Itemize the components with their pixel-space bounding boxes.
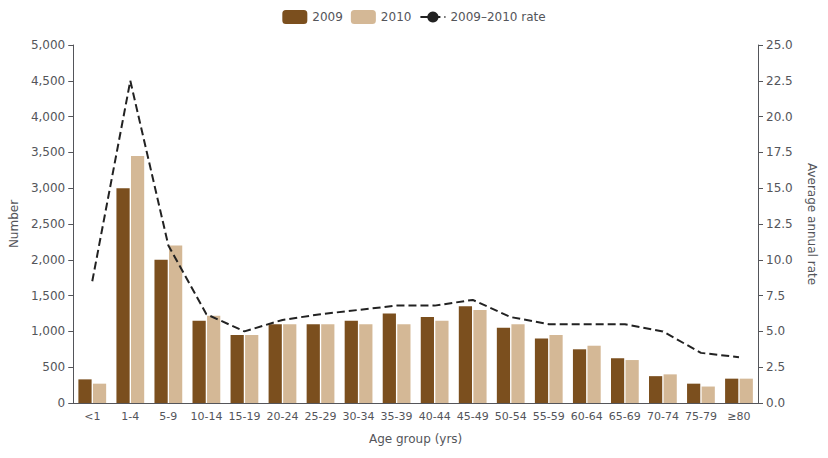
svg-text:Number: Number <box>7 200 21 248</box>
svg-text:2,500: 2,500 <box>31 217 65 231</box>
svg-text:10-14: 10-14 <box>190 410 222 423</box>
svg-text:4,000: 4,000 <box>31 110 65 124</box>
svg-text:55-59: 55-59 <box>533 410 565 423</box>
svg-text:Age group (yrs): Age group (yrs) <box>369 432 462 446</box>
svg-text:65-69: 65-69 <box>609 410 641 423</box>
svg-text:2009–2010 rate: 2009–2010 rate <box>450 10 545 24</box>
svg-text:500: 500 <box>42 360 65 374</box>
svg-text:15.0: 15.0 <box>766 181 793 195</box>
svg-text:3,000: 3,000 <box>31 181 65 195</box>
svg-text:35-39: 35-39 <box>381 410 413 423</box>
svg-text:50-54: 50-54 <box>495 410 527 423</box>
svg-text:12.5: 12.5 <box>766 217 793 231</box>
svg-text:17.5: 17.5 <box>766 145 793 159</box>
svg-text:2010: 2010 <box>381 10 412 24</box>
svg-text:2,000: 2,000 <box>31 253 65 267</box>
svg-text:<1: <1 <box>84 410 100 423</box>
svg-text:10.0: 10.0 <box>766 253 793 267</box>
svg-text:5-9: 5-9 <box>159 410 177 423</box>
svg-text:4,500: 4,500 <box>31 74 65 88</box>
svg-text:75-79: 75-79 <box>685 410 717 423</box>
svg-text:3,500: 3,500 <box>31 145 65 159</box>
svg-text:40-44: 40-44 <box>419 410 451 423</box>
svg-text:0: 0 <box>58 396 66 410</box>
svg-text:2009: 2009 <box>312 10 343 24</box>
svg-text:1-4: 1-4 <box>121 410 139 423</box>
svg-text:Average annual rate: Average annual rate <box>805 163 819 285</box>
svg-text:30-34: 30-34 <box>343 410 375 423</box>
svg-text:20.0: 20.0 <box>766 110 793 124</box>
svg-text:20-24: 20-24 <box>266 410 298 423</box>
svg-text:60-64: 60-64 <box>571 410 603 423</box>
svg-text:45-49: 45-49 <box>457 410 489 423</box>
svg-text:25-29: 25-29 <box>305 410 337 423</box>
svg-text:1,500: 1,500 <box>31 289 65 303</box>
svg-text:5.0: 5.0 <box>766 324 785 338</box>
svg-text:25.0: 25.0 <box>766 38 793 52</box>
svg-text:7.5: 7.5 <box>766 289 785 303</box>
svg-text:15-19: 15-19 <box>228 410 260 423</box>
svg-text:0.0: 0.0 <box>766 396 785 410</box>
svg-text:2.5: 2.5 <box>766 360 785 374</box>
svg-text:≥80: ≥80 <box>727 410 750 423</box>
svg-text:5,000: 5,000 <box>31 38 65 52</box>
svg-text:22.5: 22.5 <box>766 74 793 88</box>
svg-text:70-74: 70-74 <box>647 410 679 423</box>
svg-text:1,000: 1,000 <box>31 324 65 338</box>
